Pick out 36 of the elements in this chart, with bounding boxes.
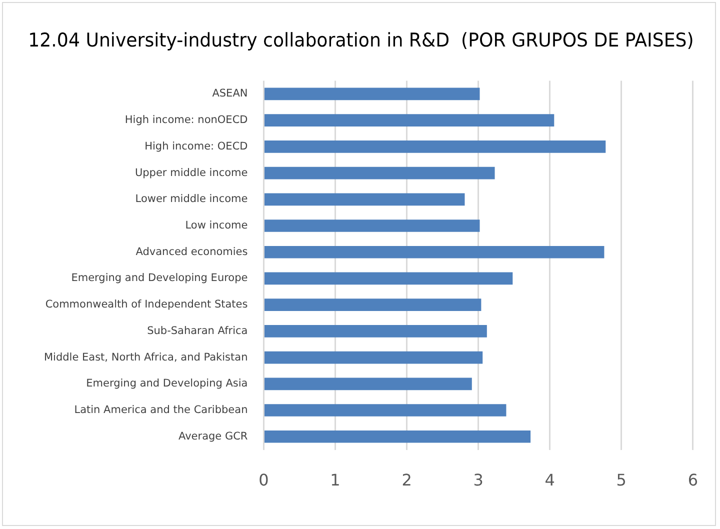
x-tick-label: 5 <box>616 470 626 490</box>
bar <box>264 193 465 206</box>
x-tick-label: 6 <box>688 470 698 490</box>
y-tick-label: Emerging and Developing Asia <box>86 378 248 390</box>
x-tick-label: 2 <box>402 470 412 490</box>
y-tick-label: Sub-Saharan Africa <box>147 324 248 337</box>
bar <box>264 298 482 312</box>
y-tick-label: Commonwealth of Independent States <box>45 298 248 311</box>
chart-title: 12.04 University-industry collaboration in R&D (POR GRUPOS DE PAISES) <box>28 30 694 52</box>
y-tick-label: Emerging and Developing Europe <box>71 272 248 284</box>
bar <box>264 166 495 180</box>
y-tick-label: Upper middle income <box>134 166 248 179</box>
y-tick-label: Advanced economies <box>136 246 248 258</box>
y-tick-label: ASEAN <box>212 88 248 100</box>
bar <box>264 220 480 232</box>
x-tick-label: 3 <box>473 470 484 490</box>
bar <box>264 246 604 258</box>
bar <box>264 88 480 100</box>
bar <box>264 114 554 127</box>
bar <box>264 404 506 416</box>
x-tick-label: 4 <box>544 470 555 490</box>
bar <box>264 430 531 443</box>
bar <box>264 378 472 390</box>
y-tick-label: Lower middle income <box>135 193 248 206</box>
bar <box>264 140 606 153</box>
y-tick-label: Average GCR <box>178 430 248 442</box>
bar <box>264 325 487 338</box>
y-tick-label: Latin America and the Caribbean <box>74 404 248 416</box>
x-tick-label: 0 <box>258 470 269 490</box>
bar <box>264 351 483 364</box>
y-tick-label: High income: nonOECD <box>124 114 248 126</box>
x-tick-label: 1 <box>330 470 340 490</box>
y-tick-label: Low income <box>185 220 248 232</box>
y-tick-label: Middle East, North Africa, and Pakistan <box>44 351 248 364</box>
y-tick-label: High income: OECD <box>144 140 248 152</box>
bar <box>264 272 513 285</box>
